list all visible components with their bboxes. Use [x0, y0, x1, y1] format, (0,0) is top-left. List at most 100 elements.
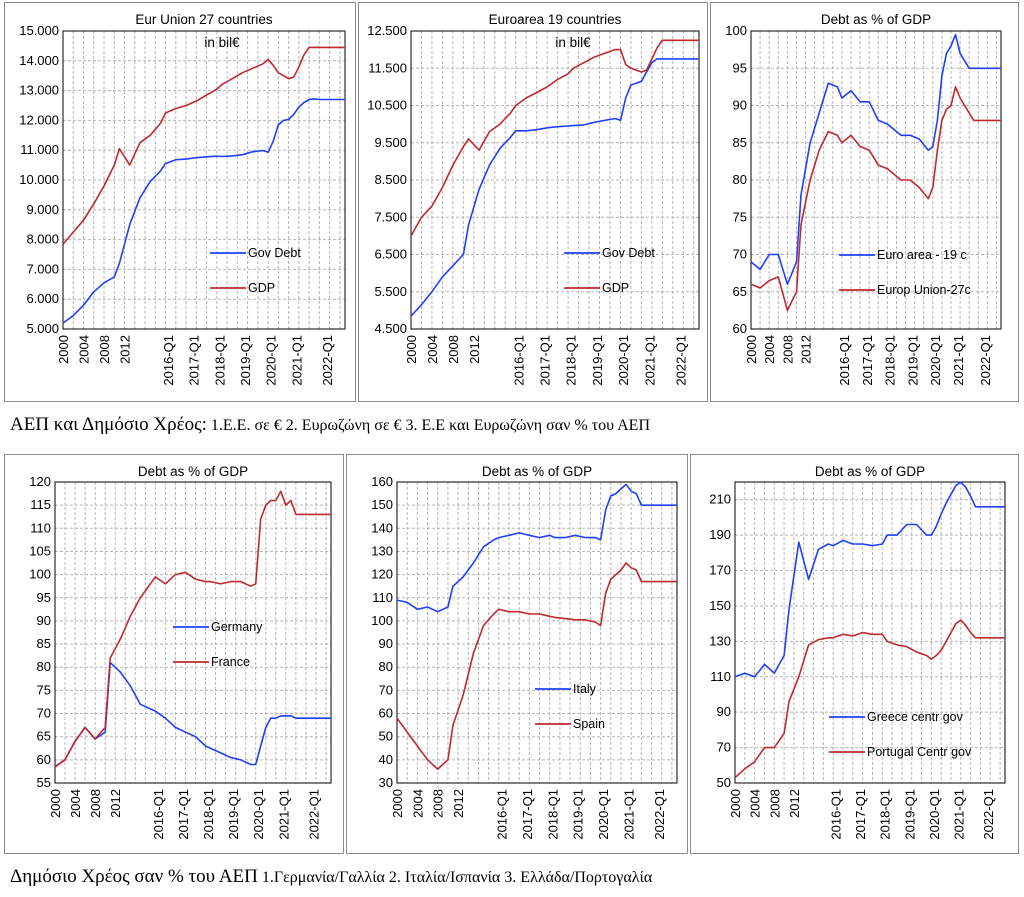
y-tick-label: 9.500 [374, 135, 407, 150]
x-tick-label: 2012 [787, 789, 802, 818]
y-tick-label: 10.500 [367, 98, 407, 113]
y-tick-label: 7.500 [374, 209, 407, 224]
x-tick-label: 2018-Q1 [883, 335, 898, 386]
legend-label: France [211, 655, 250, 669]
plot-area-frame [410, 30, 700, 330]
y-tick-label: 120 [371, 567, 393, 582]
y-tick-label: 30 [379, 775, 393, 790]
y-tick-label: 100 [29, 567, 51, 582]
x-tick-label: 2018-Q1 [878, 789, 893, 840]
y-tick-label: 130 [371, 543, 393, 558]
x-tick-label: 2000 [56, 335, 71, 364]
x-tick-label: 2022-Q1 [320, 335, 335, 386]
chart-panel-italy-spain: 30 40 50 60 70 80 90 100 110 120 130 140 150 160 2000 2… [346, 454, 688, 854]
x-tick-label: 2016-Q1 [837, 335, 852, 386]
x-tick-label: 2019-Q1 [902, 789, 917, 840]
y-tick-label: 110 [372, 590, 393, 605]
x-tick-label: 2022-Q1 [652, 789, 667, 840]
y-tick-label: 65 [733, 284, 747, 299]
chart-panel-debt-pct-eu-ea: 60 65 70 75 80 85 90 95 100 2000 2004 2008 2012 2016-… [710, 2, 1019, 402]
x-tick-label: 2021-Q1 [951, 789, 966, 840]
legend-label: Gov Debt [602, 246, 655, 260]
y-tick-label: 70 [37, 706, 51, 721]
y-tick-label: 12.000 [19, 112, 59, 127]
x-tick-label: 2000 [48, 789, 63, 818]
series-line-italy [396, 483, 677, 613]
y-tick-label: 60 [733, 321, 747, 336]
plot-area-frame [396, 481, 678, 784]
y-tick-label: 120 [29, 474, 51, 489]
legend-label: Europ Union-27c [877, 283, 971, 297]
y-tick-label: 90 [733, 98, 747, 113]
x-tick-label: 2021-Q1 [276, 789, 291, 840]
x-tick-label: 2019-Q1 [905, 335, 920, 386]
chart-title: Debt as % of GDP [815, 464, 925, 479]
x-tick-label: 2004 [425, 335, 440, 364]
y-tick-label: 90 [37, 613, 51, 628]
y-tick-label: 100 [725, 23, 747, 38]
x-tick-label: 2012 [118, 335, 133, 364]
caption-row2: Δημόσιο Χρέος σαν % του ΑΕΠ 1.Γερμανία/Γ… [10, 866, 652, 888]
x-tick-label: 2012 [451, 789, 466, 818]
x-tick-label: 2008 [97, 335, 112, 364]
y-tick-label: 110 [710, 669, 731, 684]
x-tick-label: 2020-Q1 [927, 789, 942, 840]
x-tick-label: 2016-Q1 [494, 789, 509, 840]
y-tick-label: 190 [709, 527, 731, 542]
series-line-portugal-centr-gov [734, 619, 1005, 779]
y-tick-label: 40 [379, 752, 393, 767]
x-tick-label: 2019-Q1 [590, 335, 605, 386]
y-tick-label: 160 [371, 474, 393, 489]
y-tick-label: 100 [371, 613, 393, 628]
y-tick-label: 6.000 [26, 291, 59, 306]
y-tick-label: 150 [371, 497, 393, 512]
chart-svg: 50 70 90 110 130 150 170 190 210 2000 2004 2008 2012… [709, 464, 1006, 840]
x-tick-label: 2012 [799, 335, 814, 364]
series-line-gdp [410, 39, 699, 237]
caption-row1-detail: 1.Ε.Ε. σε € 2. Ευρωζώνη σε € 3. Ε.Ε και … [210, 417, 650, 434]
y-tick-label: 80 [37, 659, 51, 674]
y-tick-label: 70 [379, 682, 393, 697]
y-tick-label: 10.000 [19, 172, 59, 187]
x-tick-label: 2017-Q1 [176, 789, 191, 840]
y-tick-label: 5.000 [26, 321, 59, 336]
x-tick-label: 2022-Q1 [306, 789, 321, 840]
x-tick-label: 2017-Q1 [187, 335, 202, 386]
y-tick-label: 8.500 [374, 172, 407, 187]
y-tick-label: 11.000 [20, 142, 59, 157]
chart-title: Eur Union 27 countries [135, 12, 273, 27]
x-tick-label: 2004 [762, 335, 777, 364]
y-tick-label: 115 [30, 497, 51, 512]
y-tick-label: 105 [29, 543, 51, 558]
plot-area-frame [62, 30, 346, 330]
x-tick-label: 2017-Q1 [853, 789, 868, 840]
x-tick-label: 2017-Q1 [860, 335, 875, 386]
x-tick-label: 2018-Q1 [545, 789, 560, 840]
y-tick-label: 150 [709, 598, 731, 613]
x-tick-label: 2008 [780, 335, 795, 364]
chart-subtitle: in bil€ [204, 35, 240, 50]
x-tick-label: 2008 [767, 789, 782, 818]
y-tick-label: 80 [379, 659, 393, 674]
x-tick-label: 2018-Q1 [212, 335, 227, 386]
chart-panel-greece-portugal: 50 70 90 110 130 150 170 190 210 2000 2004 2008 2012… [690, 454, 1019, 854]
legend-label: GDP [248, 281, 275, 295]
y-tick-label: 130 [709, 633, 731, 648]
x-tick-label: 2000 [404, 335, 419, 364]
chart-title: Euroarea 19 countries [489, 12, 622, 27]
caption-row1-main: ΑΕΠ και Δημόσιο Χρέος: [10, 414, 207, 435]
y-tick-label: 60 [37, 752, 51, 767]
y-tick-label: 11.500 [368, 60, 407, 75]
chart-panel-germany-france: 55 60 65 70 75 80 85 90 95 100 105 110 115 120 2000 200… [4, 454, 344, 854]
x-tick-label: 2022-Q1 [674, 335, 689, 386]
x-tick-label: 2004 [77, 335, 92, 364]
legend-label: Euro area - 19 c [877, 248, 967, 262]
chart-title: Debt as % of GDP [482, 464, 592, 479]
x-tick-label: 2004 [68, 789, 83, 818]
y-tick-label: 210 [709, 492, 731, 507]
y-tick-label: 15.000 [19, 23, 59, 38]
x-tick-label: 2018-Q1 [564, 335, 579, 386]
legend-label: GDP [602, 281, 629, 295]
x-tick-label: 2022-Q1 [978, 335, 993, 386]
x-tick-label: 2017-Q1 [520, 789, 535, 840]
